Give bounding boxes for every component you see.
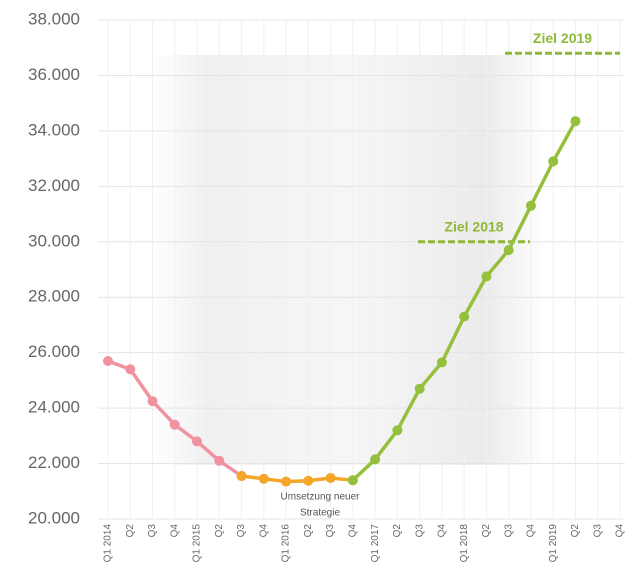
series-point (147, 396, 158, 407)
x-tick-label: Q4 (169, 524, 180, 538)
series-point (347, 475, 358, 486)
x-tick-label: Q1 2014 (103, 524, 114, 563)
x-tick-label: Q2 (392, 524, 403, 538)
x-tick-label: Q3 (503, 524, 514, 538)
x-tick-label: Q1 2018 (459, 524, 470, 563)
x-tick-label: Q3 (147, 524, 158, 538)
series-point (503, 245, 514, 256)
series-point (281, 476, 292, 487)
x-tick-label: Q2 (303, 524, 314, 538)
y-tick-label: 38.000 (28, 9, 80, 28)
y-tick-label: 34.000 (28, 120, 80, 139)
x-tick-label: Q1 2017 (370, 524, 381, 563)
series-point (370, 454, 381, 465)
series-point (236, 471, 247, 482)
x-tick-label: Q1 2019 (548, 524, 559, 563)
x-tick-label: Q4 (437, 524, 448, 538)
x-tick-label: Q1 2015 (192, 524, 203, 563)
series-point (125, 364, 136, 375)
x-tick-label: Q3 (325, 524, 336, 538)
series-point (548, 156, 559, 167)
x-tick-label: Q4 (615, 524, 625, 538)
y-tick-label: 30.000 (28, 231, 80, 250)
target-label: Ziel 2018 (444, 218, 503, 234)
series-point (436, 357, 447, 368)
series-point (414, 383, 425, 394)
series-point (325, 472, 336, 483)
x-tick-label: Q4 (348, 524, 359, 538)
series-point (169, 419, 180, 430)
y-tick-label: 32.000 (28, 176, 80, 195)
x-tick-label: Q3 (414, 524, 425, 538)
target-label: Ziel 2019 (533, 30, 592, 46)
series-point (570, 116, 581, 127)
x-tick-label: Q2 (125, 524, 136, 538)
y-tick-label: 36.000 (28, 65, 80, 84)
annotation: Umsetzung neuer (281, 492, 361, 503)
x-tick-label: Q4 (526, 524, 537, 538)
series-point (192, 436, 203, 447)
series-point (481, 271, 492, 282)
x-tick-label: Q2 (214, 524, 225, 538)
series-line (241, 474, 354, 484)
x-tick-label: Q2 (570, 524, 581, 538)
x-tick-label: Q4 (258, 524, 269, 538)
series-point (392, 425, 403, 436)
series-point (525, 200, 536, 211)
x-tick-label: Q2 (481, 524, 492, 538)
series-point (258, 473, 269, 484)
x-tick-label: Q3 (592, 524, 603, 538)
annotation: Strategie (300, 508, 340, 519)
x-tick-label: Q1 2016 (281, 524, 292, 563)
series-point (214, 455, 225, 466)
series-point (103, 355, 113, 366)
background-image (150, 55, 545, 465)
y-tick-label: 22.000 (28, 453, 80, 472)
y-tick-label: 28.000 (28, 287, 80, 306)
series-point (303, 475, 314, 486)
x-tick-label: Q3 (236, 524, 247, 538)
y-tick-label: 26.000 (28, 342, 80, 361)
y-tick-label: 20.000 (28, 508, 80, 527)
series-point (459, 311, 470, 322)
y-tick-label: 24.000 (28, 398, 80, 417)
